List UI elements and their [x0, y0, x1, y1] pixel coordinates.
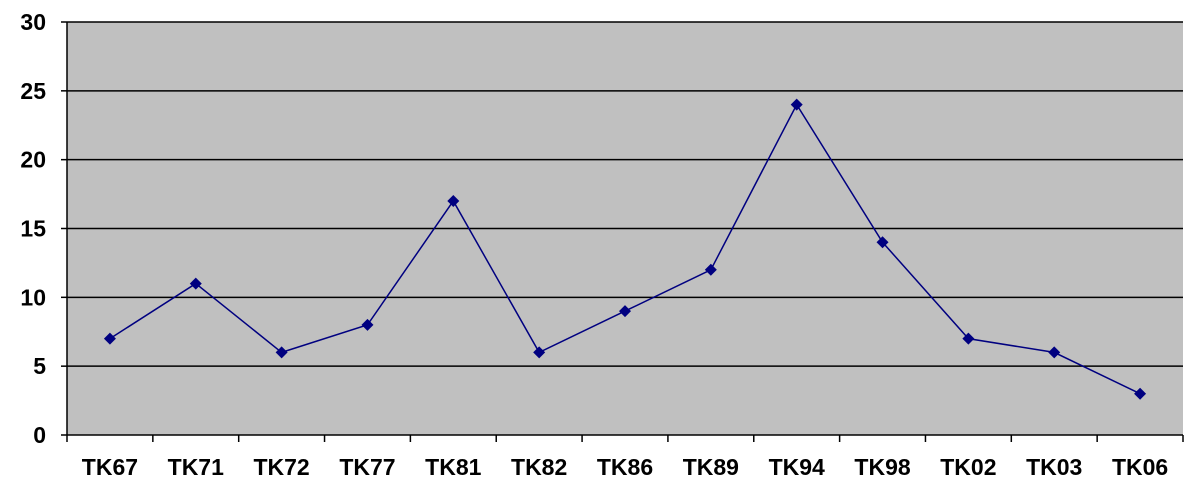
data-point-marker — [619, 305, 631, 318]
y-tick-label: 30 — [20, 9, 46, 35]
y-tick-label: 15 — [20, 216, 46, 242]
x-tick-label: TK94 — [769, 454, 825, 480]
x-tick-label: TK82 — [511, 454, 567, 480]
data-point-marker — [790, 98, 803, 111]
y-tick-label: 20 — [20, 147, 46, 173]
x-tick-label: TK86 — [597, 454, 653, 480]
x-tick-label: TK67 — [82, 454, 138, 480]
x-axis-ticks: TK67 TK71 TK72 TK77 TK81 TK82 TK86 TK89 TK94 TK98… — [66, 435, 1184, 480]
data-point-marker — [1134, 387, 1147, 400]
gridlines — [67, 21, 1183, 367]
data-point-marker — [103, 332, 116, 345]
series-group — [103, 98, 1147, 400]
x-tick-label: TK81 — [425, 454, 481, 480]
x-tick-label: TK77 — [339, 454, 395, 480]
data-point-marker — [447, 194, 460, 207]
x-tick-label: TK72 — [253, 454, 309, 480]
x-tick-label: TK06 — [1112, 454, 1168, 480]
data-point-marker — [533, 346, 546, 359]
y-tick-label: 0 — [33, 422, 46, 448]
data-point-marker — [189, 277, 202, 290]
y-axis-ticks: 0 5 10 15 20 25 30 — [20, 9, 67, 448]
data-point-marker — [361, 318, 374, 331]
data-point-marker — [876, 236, 889, 249]
x-tick-label: TK98 — [854, 454, 910, 480]
x-tick-label: TK02 — [940, 454, 996, 480]
data-point-marker — [704, 263, 717, 276]
x-tick-label: TK03 — [1026, 454, 1082, 480]
data-point-marker — [1048, 346, 1061, 359]
data-point-marker — [962, 332, 975, 345]
y-tick-label: 25 — [20, 78, 46, 104]
x-tick-label: TK89 — [683, 454, 739, 480]
x-tick-label: TK71 — [168, 454, 224, 480]
y-tick-label: 5 — [33, 353, 46, 379]
data-point-marker — [275, 346, 288, 359]
y-tick-label: 10 — [20, 284, 46, 310]
